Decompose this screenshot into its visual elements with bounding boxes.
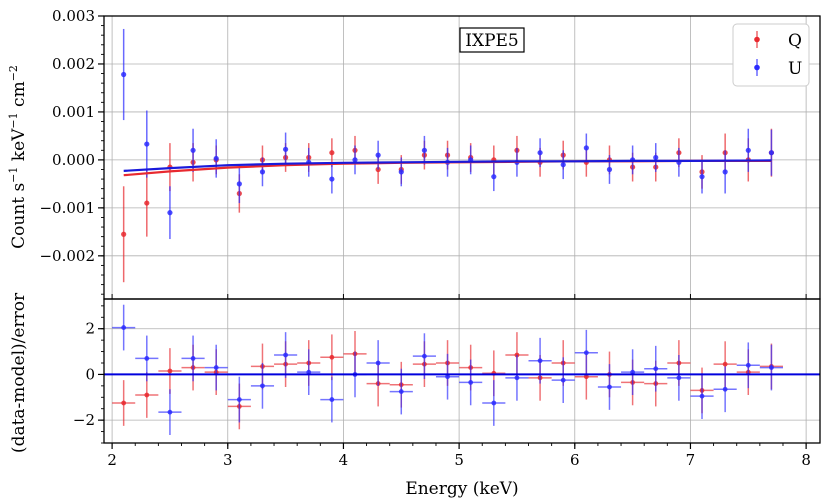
bottom-y-tick-label: −2 [73,411,95,429]
residual-point-u [653,366,659,372]
data-point-u [236,181,242,187]
residual-point-u [491,400,497,406]
data-point-u [699,174,705,180]
data-point-u [121,71,127,78]
data-point-u [329,176,335,182]
top-y-tick-label: 0.003 [52,7,95,25]
x-tick-label: 7 [686,451,696,469]
residual-point-u [398,389,404,394]
data-point-u [375,152,381,158]
x-tick-label: 5 [454,451,464,469]
residual-point-q [121,400,127,406]
legend-u-marker [754,64,760,71]
annotation-label: IXPE5 [465,31,518,51]
x-axis-label: Energy (keV) [405,479,518,499]
residual-point-u [630,369,636,375]
bottom-y-tick-label: 0 [85,365,95,383]
data-point-u [283,146,289,152]
data-point-u [722,169,728,175]
residual-point-u [144,356,150,361]
annotation-box: IXPE5 [459,27,525,53]
top-y-tick-label: 0.000 [52,151,95,169]
data-point-u [190,147,196,153]
data-point-u [653,154,659,161]
residual-point-u [283,352,289,358]
data-point-u [606,166,613,173]
bottom-grid [104,299,820,443]
residual-point-u [167,409,173,415]
data-point-u [167,210,173,216]
residual-point-u [676,375,682,381]
residual-point-u [537,358,543,364]
residual-point-q [722,361,728,367]
x-tick-label: 3 [223,451,233,469]
data-point-u [491,174,497,180]
residual-point-u [560,377,566,383]
x-tick-label: 8 [801,451,811,469]
data-point-u [745,147,751,153]
data-point-q [144,200,150,206]
top-panel-marks [121,28,775,283]
residual-point-q [167,368,173,374]
bottom-y-axis-label: (data-model)/error [9,292,29,453]
residual-point-u [375,360,381,366]
top-grid [104,16,820,299]
top-y-tick-label: −0.001 [39,199,95,217]
residual-point-q [583,374,589,380]
residual-point-u [260,383,265,389]
residual-point-u [468,380,474,385]
residual-point-u [236,397,242,402]
residual-point-u [583,350,589,356]
top-y-tick-label: 0.002 [52,55,95,73]
residual-point-u [213,365,219,370]
data-point-q [329,150,335,156]
data-point-u [421,147,428,153]
bottom-y-tick-label: 2 [85,320,95,338]
residual-point-u [306,369,312,375]
x-tick-label: 6 [570,451,580,469]
legend-frame [732,23,810,87]
legend-q-label: Q [788,31,802,51]
residual-point-q [329,354,335,360]
residual-point-u [329,397,335,402]
residual-point-u [699,393,705,399]
data-point-u [352,157,358,163]
legend-u-label: U [788,59,802,79]
residual-point-u [514,375,520,381]
top-panel-frame [103,15,821,300]
data-point-u [259,169,266,175]
residual-point-u [190,356,196,361]
residual-point-u [722,386,728,392]
data-point-u [398,169,404,175]
legend: Q U [732,23,810,87]
top-y-axis-label: Count s−1 keV−1 cm−2 [7,65,29,249]
top-y-tick-label: −0.002 [39,247,95,265]
legend-q-marker [754,36,760,43]
residual-point-u [745,362,751,368]
data-point-u [583,145,589,151]
residual-point-u [607,384,612,390]
data-point-u [537,150,543,156]
residual-point-u [445,374,450,380]
residual-point-u [769,365,774,370]
bottom-panel-frame [103,298,821,444]
data-point-u [560,162,566,168]
annotation-frame [459,27,525,53]
residual-point-u [121,325,127,330]
data-point-u [768,150,775,156]
axes-layer: 0.003 0.002 0.001 0.000 −0.001 −0.002 2 0 −2 2 3 4 5… [39,7,821,469]
residual-point-q [144,392,150,398]
model-curve-u [123,159,772,172]
data-point-q [121,231,127,237]
data-point-u [213,155,219,162]
top-y-tick-label: 0.001 [52,103,95,121]
x-tick-label: 4 [339,451,349,469]
data-point-u [144,141,150,147]
bottom-panel-marks [104,304,820,435]
residual-point-u [422,353,427,359]
x-tick-label: 2 [107,451,117,469]
